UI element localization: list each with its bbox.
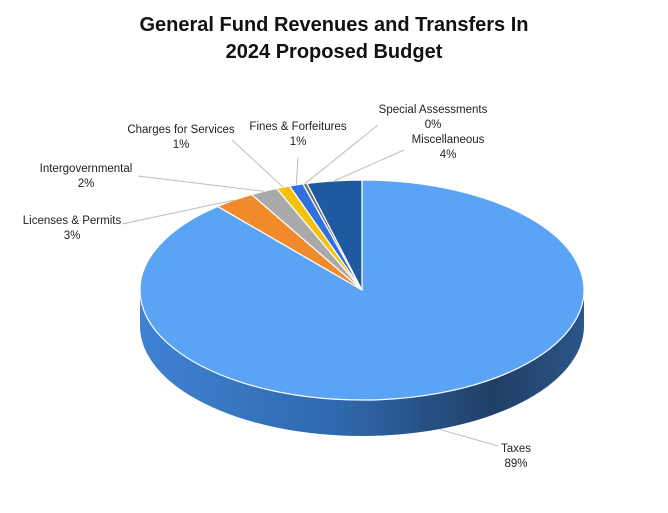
data-value-licenses-permits: 3% bbox=[64, 230, 81, 242]
chart-title-line-1: General Fund Revenues and Transfers In bbox=[139, 14, 529, 36]
data-label-intergovernmental: Intergovernmental bbox=[40, 163, 133, 175]
chart-title-line-2: 2024 Proposed Budget bbox=[225, 41, 443, 63]
data-label-taxes: Taxes bbox=[501, 443, 531, 455]
leader-line-intergovernmental bbox=[137, 175, 265, 192]
data-value-special-assessments: 0% bbox=[425, 119, 442, 131]
pie-side-taxes bbox=[140, 290, 584, 436]
leader-line-licenses-permits bbox=[121, 199, 235, 225]
data-label-licenses-permits: Licenses & Permits bbox=[23, 215, 122, 227]
data-value-charges-for-services: 1% bbox=[173, 139, 190, 151]
data-label-fines-forfeitures: Fines & Forfeitures bbox=[249, 121, 346, 133]
data-value-taxes: 89% bbox=[504, 458, 527, 470]
data-value-miscellaneous: 4% bbox=[440, 149, 457, 161]
data-label-special-assessments: Special Assessments bbox=[379, 104, 488, 116]
leader-line-taxes bbox=[438, 428, 499, 447]
leader-line-special-assessments bbox=[304, 124, 379, 185]
data-label-miscellaneous: Miscellaneous bbox=[412, 134, 485, 146]
data-label-charges-for-services: Charges for Services bbox=[127, 124, 235, 136]
leader-line-charges-for-services bbox=[231, 139, 284, 188]
pie-slice-miscellaneous bbox=[306, 179, 363, 291]
leader-line-fines-forfeitures bbox=[295, 157, 299, 185]
data-value-intergovernmental: 2% bbox=[78, 178, 95, 190]
leader-line-miscellaneous bbox=[334, 149, 405, 182]
data-value-fines-forfeitures: 1% bbox=[290, 136, 307, 148]
